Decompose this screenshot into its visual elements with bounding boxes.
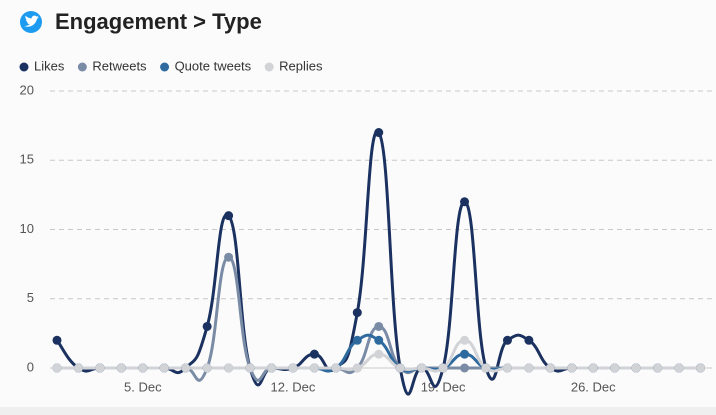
data-point xyxy=(309,363,319,373)
legend: Likes Retweets Quote tweets Replies xyxy=(19,58,323,73)
data-point xyxy=(224,252,234,262)
legend-marker[interactable] xyxy=(160,62,170,72)
data-point xyxy=(674,363,684,373)
data-point xyxy=(438,363,448,373)
x-tick-label: 19. Dec xyxy=(421,379,466,394)
y-tick-label: 5 xyxy=(27,290,34,305)
data-point xyxy=(245,363,255,373)
data-point xyxy=(331,363,341,373)
data-point xyxy=(374,349,384,359)
data-point xyxy=(352,308,362,318)
data-point xyxy=(374,321,384,331)
data-point xyxy=(288,363,298,373)
x-tick-label: 12. Dec xyxy=(271,379,316,394)
data-point xyxy=(352,335,362,345)
data-point xyxy=(95,363,105,373)
legend-label[interactable]: Likes xyxy=(34,58,65,73)
data-point xyxy=(610,363,620,373)
data-point xyxy=(460,335,470,345)
y-tick-label: 0 xyxy=(27,359,34,374)
data-point xyxy=(460,197,470,207)
y-tick-label: 20 xyxy=(20,82,34,97)
data-point xyxy=(116,363,126,373)
data-point xyxy=(267,363,276,373)
data-point xyxy=(181,363,191,373)
legend-label[interactable]: Retweets xyxy=(92,58,147,73)
data-point xyxy=(417,363,427,373)
data-point xyxy=(202,363,212,373)
data-point xyxy=(545,363,555,373)
data-point xyxy=(352,363,362,373)
data-point xyxy=(653,363,663,373)
data-point xyxy=(159,363,169,373)
legend-marker[interactable] xyxy=(264,62,274,72)
y-tick-label: 15 xyxy=(20,152,34,167)
data-point xyxy=(631,363,641,373)
data-point xyxy=(567,363,577,373)
data-point xyxy=(502,363,512,373)
data-point xyxy=(73,363,83,373)
y-tick-label: 10 xyxy=(20,221,34,236)
data-point xyxy=(52,335,62,345)
data-point xyxy=(395,363,405,373)
x-tick-label: 5. Dec xyxy=(124,379,162,394)
legend-marker[interactable] xyxy=(19,62,29,72)
data-point xyxy=(224,363,234,373)
data-point xyxy=(524,335,534,345)
data-point xyxy=(502,335,512,345)
chart-title: Engagement > Type xyxy=(55,9,262,34)
data-point xyxy=(460,363,470,373)
data-point xyxy=(309,349,319,359)
data-point xyxy=(224,211,234,221)
data-point xyxy=(524,363,534,373)
data-point xyxy=(374,335,384,345)
data-point xyxy=(374,128,384,138)
data-point xyxy=(588,363,598,373)
twitter-icon xyxy=(20,11,42,33)
legend-label[interactable]: Quote tweets xyxy=(175,58,252,73)
data-point xyxy=(460,349,470,359)
legend-marker[interactable] xyxy=(77,62,87,72)
bottom-strip xyxy=(0,407,716,415)
data-point xyxy=(52,363,62,373)
data-point xyxy=(138,363,148,373)
legend-label[interactable]: Replies xyxy=(279,58,323,73)
data-point xyxy=(696,363,705,373)
x-tick-label: 26. Dec xyxy=(571,379,616,394)
data-point xyxy=(481,363,491,373)
data-point xyxy=(202,321,212,331)
